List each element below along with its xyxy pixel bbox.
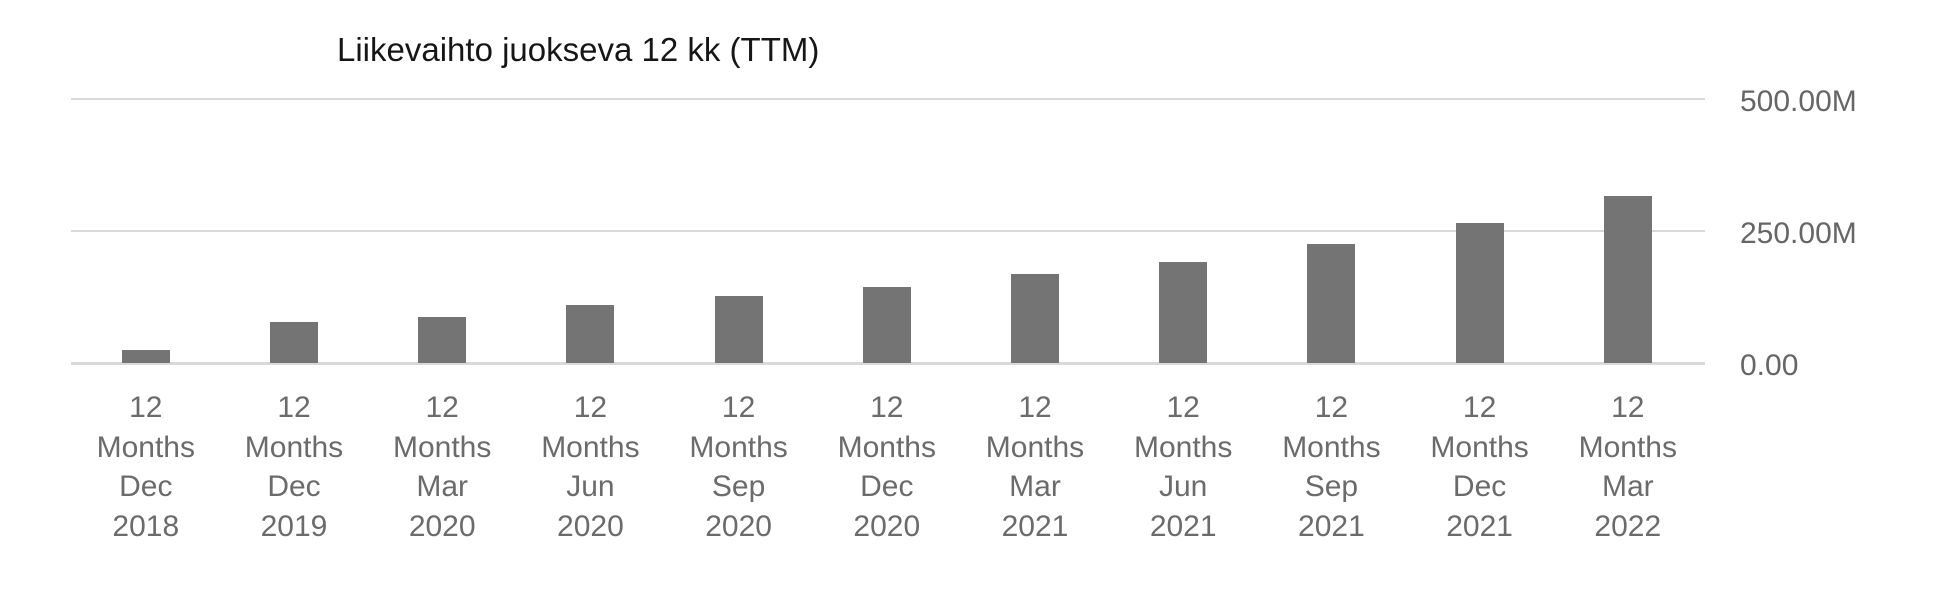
y-axis-tick-label: 0.00: [1740, 349, 1799, 382]
x-axis-label-line: Months: [96, 430, 195, 464]
x-axis-label-line: Months: [541, 430, 640, 464]
y-axis-tick-label: 250.00M: [1740, 217, 1857, 250]
x-axis-label-line: 12: [1462, 391, 1497, 424]
x-axis-label-line: Dec: [860, 470, 914, 503]
x-axis-label-line: Dec: [1452, 470, 1507, 503]
revenue-bar[interactable]: [1307, 243, 1356, 363]
x-axis-label-line: 2020: [557, 509, 624, 543]
x-axis-label-line: Months: [1282, 430, 1381, 464]
revenue-bar[interactable]: [1011, 274, 1059, 363]
x-axis-label-line: Months: [985, 430, 1085, 464]
x-axis-label-line: 12: [870, 391, 904, 424]
x-axis-label-line: 2018: [112, 509, 180, 543]
revenue-bar[interactable]: [566, 304, 615, 363]
x-axis-label-line: 12: [1166, 391, 1200, 424]
revenue-bar[interactable]: [418, 316, 467, 363]
revenue-bar[interactable]: [862, 286, 911, 363]
x-axis-label-line: Dec: [119, 470, 173, 503]
x-axis-label-line: Months: [1133, 430, 1233, 464]
x-axis-label-line: 12: [1018, 391, 1052, 424]
x-axis-label-line: Jun: [1159, 470, 1208, 503]
x-axis-label-line: Mar: [1009, 470, 1061, 503]
y-axis-tick-label: 500.00M: [1740, 85, 1857, 118]
x-axis-label-line: 2021: [1149, 509, 1217, 543]
x-axis-label-line: 12: [721, 391, 756, 424]
gridline: [71, 98, 1705, 100]
x-axis-baseline: [71, 362, 1705, 365]
x-axis-label-line: Months: [1578, 430, 1677, 464]
x-axis-label-line: 2021: [1001, 509, 1069, 543]
x-axis-label-line: Months: [244, 430, 344, 464]
x-axis-label-line: Months: [392, 430, 492, 464]
x-axis-label-line: Months: [689, 430, 788, 464]
x-axis-category-label: 12 Months Jun 2020: [505, 388, 675, 546]
x-axis-label-line: 2019: [260, 509, 328, 543]
x-axis-label-line: Mar: [1601, 470, 1654, 503]
x-axis-category-label: 12 Months Dec 2018: [61, 388, 231, 546]
x-axis-category-label: 12 Months Sep 2020: [654, 388, 824, 546]
x-axis-label-line: 2020: [705, 509, 772, 543]
x-axis-label-line: 2021: [1446, 509, 1513, 543]
x-axis-label-line: 12: [1314, 391, 1349, 424]
revenue-bar[interactable]: [714, 295, 763, 363]
x-axis-category-label: 12 Months Mar 2020: [357, 388, 527, 546]
x-axis-label-line: 12: [573, 391, 608, 424]
revenue-bar[interactable]: [1603, 195, 1652, 363]
x-axis-category-label: 12 Months Dec 2019: [209, 388, 379, 546]
revenue-bar[interactable]: [270, 322, 318, 363]
revenue-bar[interactable]: [1159, 261, 1208, 363]
x-axis-category-label: 12 Months Dec 2021: [1395, 388, 1565, 546]
x-axis-category-label: 12 Months Jun 2021: [1098, 388, 1268, 546]
chart-title: Liikevaihto juokseva 12 kk (TTM): [337, 31, 820, 68]
x-axis-category-label: 12 Months Sep 2021: [1246, 388, 1416, 546]
x-axis-label-line: Dec: [267, 470, 321, 503]
x-axis-label-line: 2021: [1298, 509, 1365, 543]
x-axis-label-line: Sep: [711, 470, 766, 503]
gridline: [71, 230, 1705, 232]
x-axis-label-line: Months: [1430, 430, 1529, 464]
x-axis-category-label: 12 Months Dec 2020: [802, 388, 972, 546]
x-axis-label-line: Sep: [1304, 470, 1359, 503]
revenue-bar[interactable]: [1455, 223, 1504, 363]
x-axis-label-line: Mar: [416, 470, 469, 503]
x-axis-label-line: 12: [425, 391, 459, 424]
x-axis-label-line: 2022: [1594, 509, 1662, 543]
x-axis-label-line: 12: [129, 391, 163, 424]
x-axis-label-line: Jun: [566, 470, 615, 503]
x-axis-label-line: Months: [837, 430, 936, 464]
x-axis-category-label: 12 Months Mar 2022: [1543, 388, 1713, 546]
x-axis-label-line: 2020: [853, 509, 921, 543]
x-axis-label-line: 12: [277, 391, 311, 424]
x-axis-label-line: 12: [1611, 391, 1645, 424]
x-axis-category-label: 12 Months Mar 2021: [950, 388, 1120, 546]
x-axis-label-line: 2020: [408, 509, 476, 543]
revenue-bar[interactable]: [121, 350, 170, 363]
